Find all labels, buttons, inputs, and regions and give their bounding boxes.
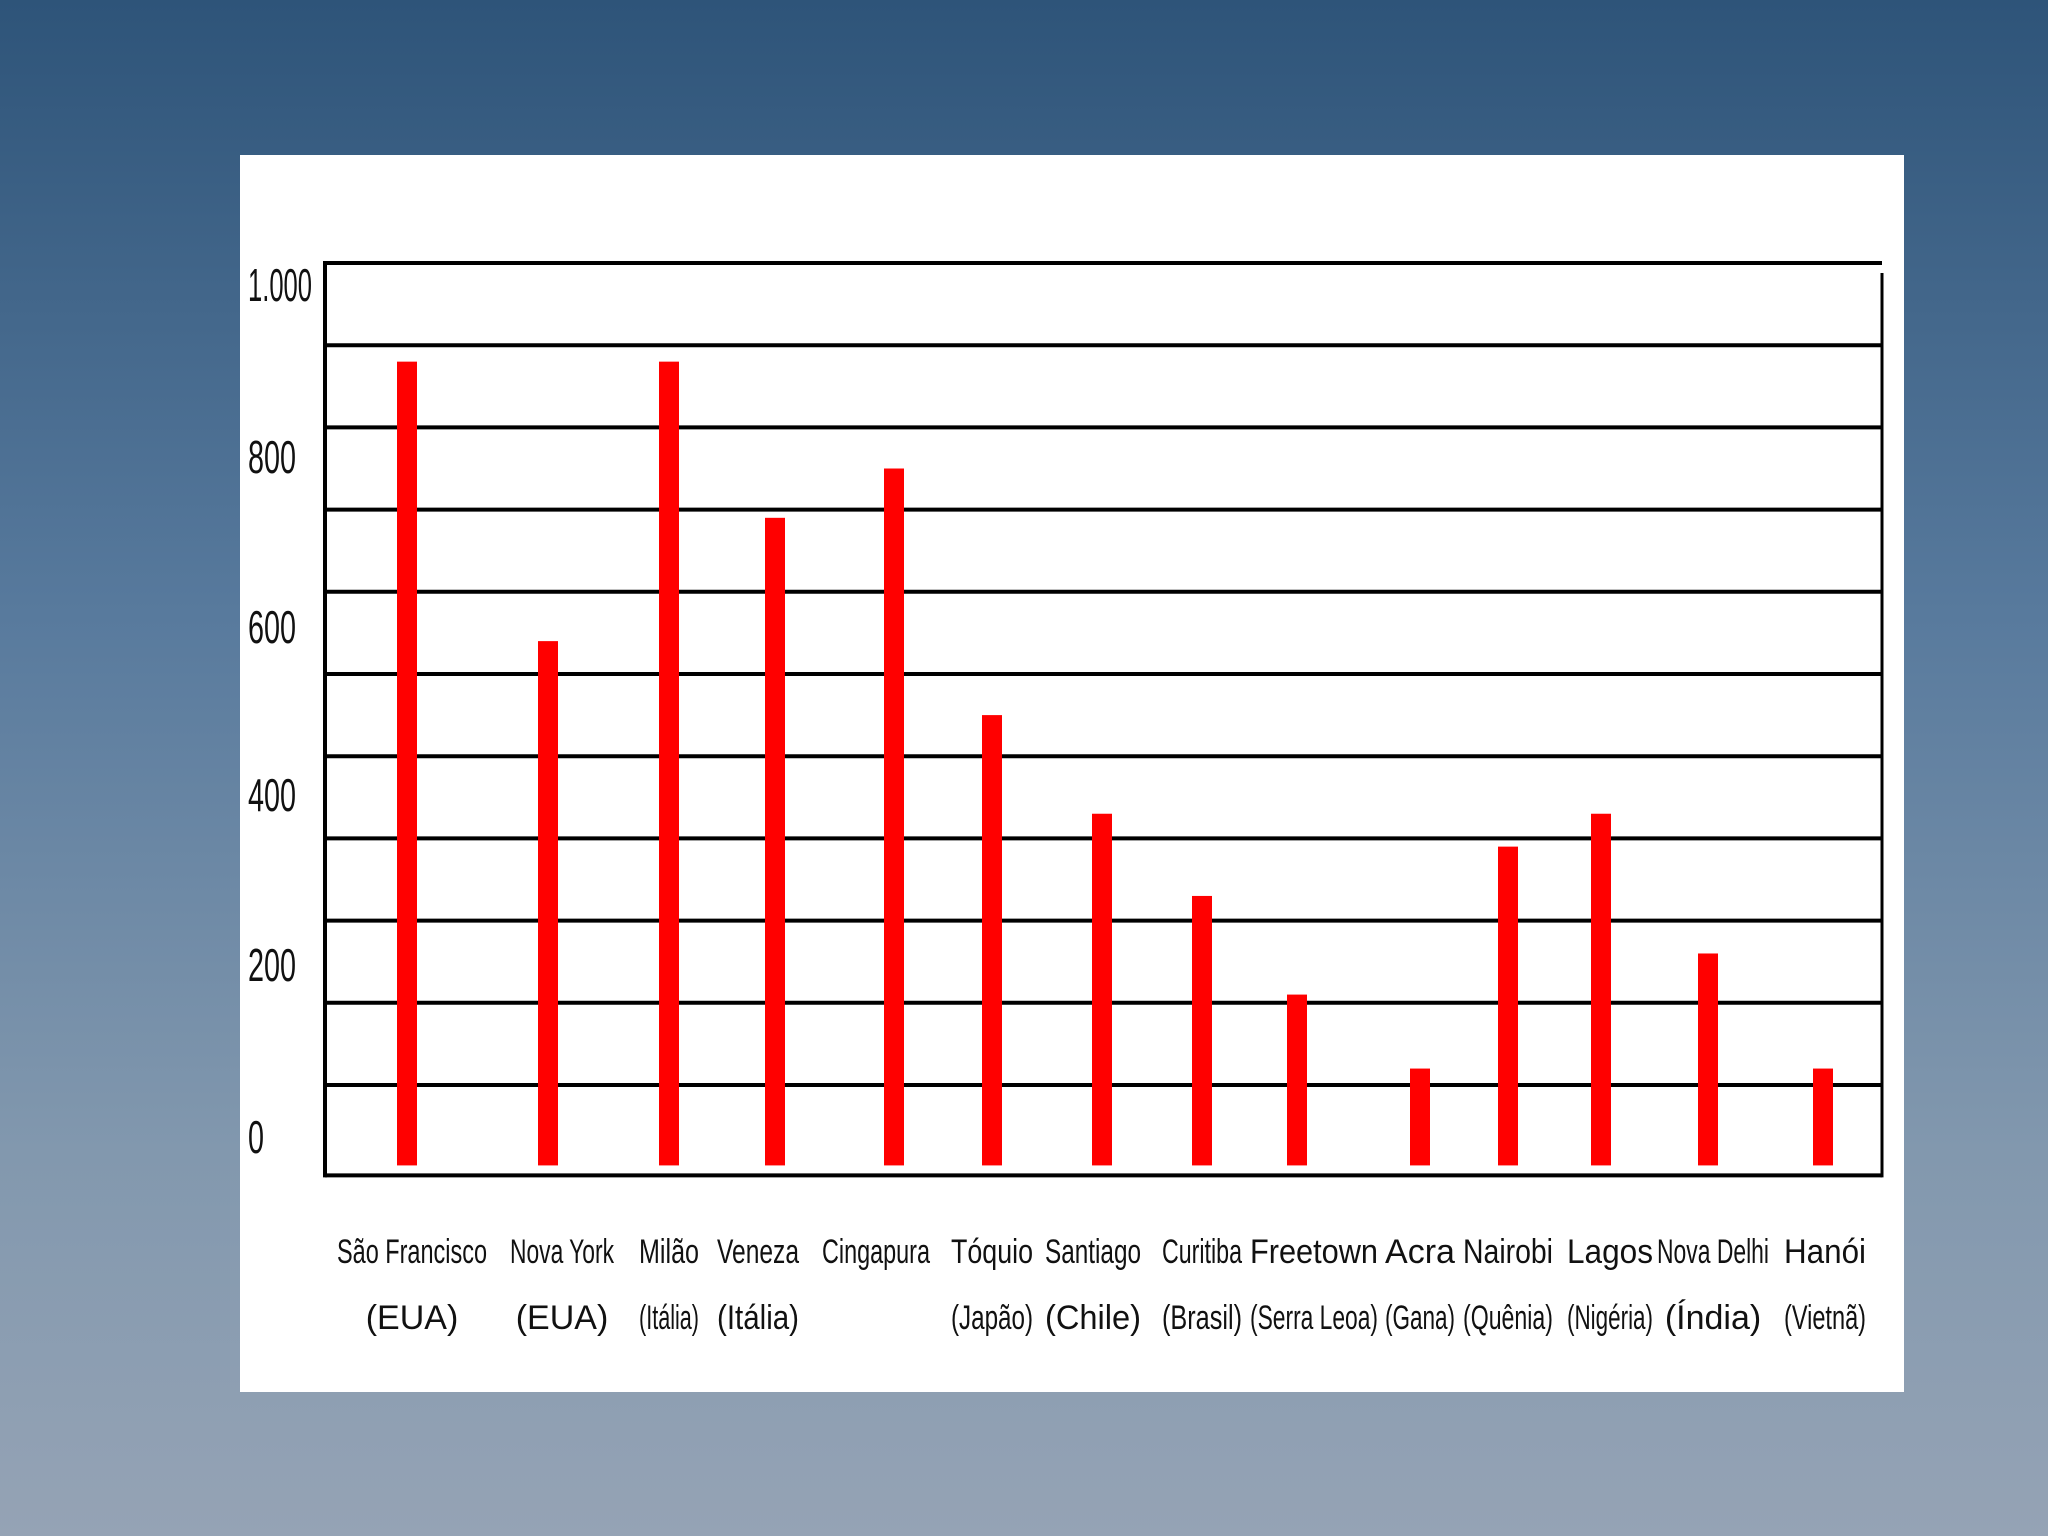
x-category-label-6-line-0: Santiago	[1045, 1233, 1141, 1271]
bar-11	[1591, 813, 1611, 1166]
x-category-label-2-line-1: (Itália)	[639, 1299, 699, 1337]
x-category-label-13-line-1: (Vietnã)	[1784, 1299, 1866, 1337]
x-category-label-10-line-1: (Quênia)	[1463, 1299, 1553, 1337]
x-category-label-10-line-0: Nairobi	[1463, 1233, 1553, 1271]
bar-4	[884, 468, 904, 1166]
x-category-label-2-line-0: Milão	[639, 1233, 699, 1271]
y-tick-label-0: 0	[248, 1111, 264, 1163]
axes	[323, 261, 1884, 1178]
gridlines	[325, 261, 1882, 1087]
chart-panel: 0 200 400 600 800 1.000 São Francisco (EUA) Nov…	[240, 155, 1904, 1392]
bars	[397, 361, 1833, 1166]
x-category-label-6-line-1: (Chile)	[1045, 1299, 1141, 1337]
y-tick-label-800: 800	[248, 431, 296, 483]
x-category-label-3-line-1: (Itália)	[717, 1299, 799, 1337]
x-category-label-0-line-0: São Francisco	[337, 1233, 487, 1271]
y-tick-label-1000: 1.000	[248, 259, 312, 311]
x-category-label-13-line-0: Hanói	[1784, 1233, 1866, 1271]
bar-13	[1813, 1068, 1833, 1166]
x-category-label-7-line-0: Curitiba	[1162, 1233, 1242, 1271]
x-category-label-9-line-0: Acra	[1385, 1233, 1455, 1271]
x-category-labels: São Francisco (EUA) Nova York (EUA) Milão (It…	[337, 1233, 1866, 1337]
x-category-label-0-line-1: (EUA)	[366, 1299, 459, 1337]
y-tick-label-600: 600	[248, 601, 296, 653]
bar-1	[538, 641, 558, 1166]
x-category-label-5-line-0: Tóquio	[951, 1233, 1033, 1271]
bar-0	[397, 361, 417, 1166]
bar-7	[1192, 895, 1212, 1166]
x-category-label-8-line-0: Freetown	[1250, 1233, 1378, 1271]
bar-3	[765, 517, 785, 1166]
x-category-label-11-line-0: Lagos	[1567, 1233, 1653, 1271]
x-category-label-3-line-0: Veneza	[717, 1233, 799, 1271]
bar-8	[1287, 994, 1307, 1166]
y-tick-labels: 0 200 400 600 800 1.000	[248, 259, 312, 1163]
y-tick-label-200: 200	[248, 939, 296, 991]
x-category-label-11-line-1: (Nigéria)	[1567, 1299, 1653, 1337]
bar-chart: 0 200 400 600 800 1.000 São Francisco (EUA) Nov…	[248, 259, 1884, 1337]
x-category-label-8-line-1: (Serra Leoa)	[1250, 1299, 1378, 1337]
x-category-label-4-line-0: Cingapura	[822, 1233, 930, 1271]
bar-5	[982, 715, 1002, 1166]
bar-12	[1698, 953, 1718, 1166]
x-category-label-12-line-0: Nova Delhi	[1657, 1233, 1769, 1271]
x-category-label-1-line-0: Nova York	[510, 1233, 615, 1271]
bar-9	[1410, 1068, 1430, 1166]
x-category-label-7-line-1: (Brasil)	[1162, 1299, 1242, 1337]
x-category-label-12-line-1: (Índia)	[1665, 1299, 1761, 1337]
bar-2	[659, 361, 679, 1166]
y-tick-label-400: 400	[248, 769, 296, 821]
x-category-label-1-line-1: (EUA)	[516, 1299, 609, 1337]
x-category-label-9-line-1: (Gana)	[1385, 1299, 1455, 1337]
bar-6	[1092, 813, 1112, 1166]
x-category-label-5-line-1: (Japão)	[951, 1299, 1033, 1337]
bar-10	[1498, 846, 1518, 1166]
